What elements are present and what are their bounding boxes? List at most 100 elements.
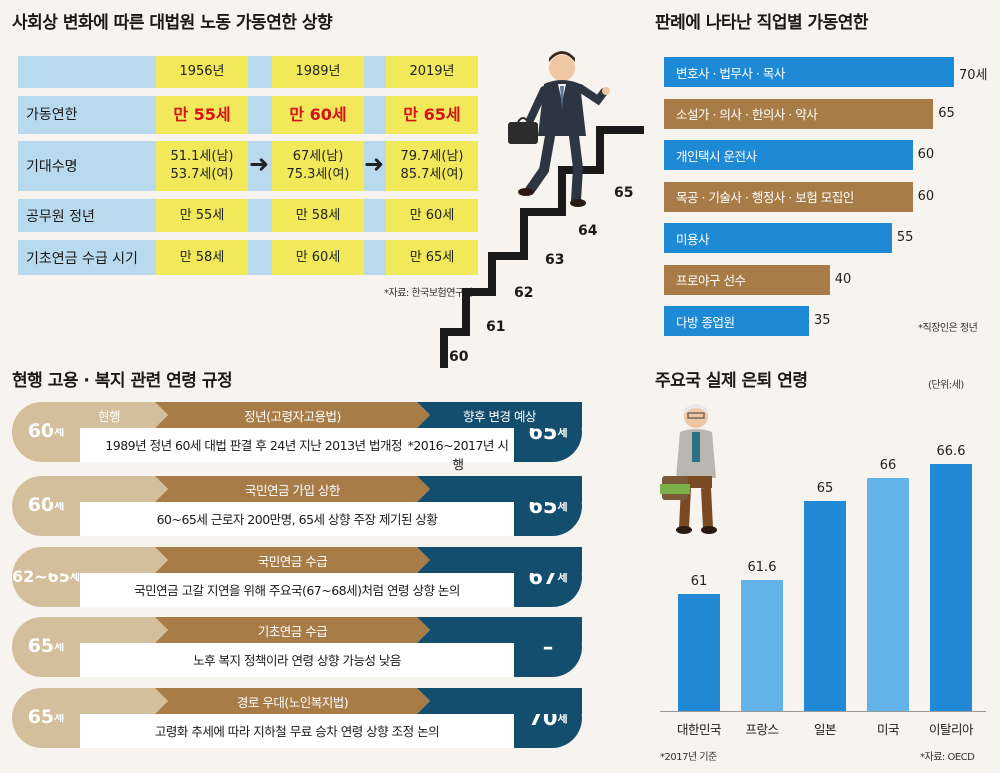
current-age-unit: 세 [54,711,65,725]
retirement-bar-value: 61 [690,574,708,590]
rule-label: 국민연금 수급 [155,547,430,573]
header-category: 정년(고령자고용법) [155,402,430,428]
cell-life-expectancy-1989: 67세(남) 75.3세(여) [272,141,364,191]
header-current: 현행 [50,402,168,428]
cell-basic-pension-1989: 만 60세 [272,240,364,275]
retirement-bar [678,594,720,711]
future-age-unit: 세 [557,426,568,439]
year-1989: 1989년 [272,56,364,88]
stairs-shape [440,126,644,368]
cell-line-male: 51.1세(남) [170,149,234,165]
step-label: 64 [578,223,598,239]
future-age-value: – [542,635,554,659]
current-age-value: 60 [27,420,55,443]
band-chevron-right [417,476,582,502]
businessman-icon [508,51,610,207]
current-age-unit: 세 [54,640,65,654]
occupation-bar: 소설가 · 의사 · 한의사 · 약사 [664,98,934,129]
retirement-bar [930,463,972,711]
rules-title: 현행 고용 · 복지 관련 연령 규정 [12,371,233,391]
cell-working-age-2019: 만 65세 [386,96,478,134]
occupation-note: *직장인은 정년 [918,323,978,334]
current-age-value: 65 [27,635,55,658]
retirement-bar-value: 66 [879,457,897,473]
rule-description: 1989년 정년 60세 대법 판결 후 24년 지난 2013년 법개정 [105,438,402,453]
rule-label: 경로 우대(노인복지법) [155,688,430,714]
retirement-bar-value: 65 [816,481,834,496]
current-age-badge: 60 세 [12,476,80,536]
current-age-unit: 세 [54,499,65,513]
step-label: 63 [545,252,565,268]
rule-description: 고령화 추세에 따라 지하철 무료 승차 연령 상향 조정 논의 [154,724,440,739]
step-label: 62 [514,285,534,301]
retirement-bar [804,501,846,711]
occupation-bar: 목공 · 기술사 · 행정사 · 보험 모집인 [664,181,913,212]
current-age-value: 65 [27,706,55,729]
rule-label: 국민연금 가입 상한 [155,476,430,502]
retirement-chart-title: 주요국 실제 은퇴 연령 [655,371,808,391]
current-age-unit: 세 [69,570,81,584]
step-label: 65 [614,185,634,201]
occupation-bar: 변호사 · 법무사 · 목사 [664,57,954,87]
cell-line-female: 75.3세(여) [286,167,350,182]
rule-description: 60~65세 근로자 200만명, 65세 상향 주장 제기된 상황 [156,512,438,527]
rule-band: 60 세 65 세 국민연금 가입 상한 60~65세 근로자 200만명, 65세 상향… [12,476,582,536]
cell-line-male: 67세(남) [292,149,344,165]
rule-band: 60 세 65 세 현행 정년(고령자고용법) 향후 변경 예상 1989년 정년 60세 대… [12,402,582,472]
row-label-civil-servant-retirement: 공무원 정년 [26,209,95,225]
occupation-bar-value: 65 [938,105,955,121]
retirement-bar-category: 대한민국 [676,722,722,737]
cell-working-age-1989: 만 60세 [272,96,364,134]
future-age-unit: 세 [557,500,568,513]
cell-basic-pension-2019: 만 65세 [386,240,478,275]
cell-line-female: 53.7세(여) [170,167,234,182]
cell-life-expectancy-1956: 51.1세(남) 53.7세(여) [156,141,248,191]
chart-baseline [660,711,986,712]
band-chevron-left [50,547,168,573]
arrow-icon: ➜ [249,150,270,178]
retirement-bar-category: 프랑스 [745,722,779,737]
arrow-icon: ➜ [364,150,385,178]
cell-working-age-1956: 만 55세 [156,96,248,134]
table-title: 사회상 변화에 따른 대법원 노동 가동연한 상향 [12,13,333,33]
retirement-bar-value: 61.6 [747,560,777,576]
future-age-unit: 세 [557,571,568,584]
rule-band: 65 세 – 기초연금 수급 노후 복지 정책이라 연령 상향 가능성 낮음 [12,617,582,677]
band-chevron-left [50,688,168,714]
occupation-bar-value: 60 [917,188,935,204]
row-label-working-age: 가동연한 [26,107,78,123]
retirement-bar [867,477,909,711]
stairs-illustration [440,51,644,368]
band-chevron-right [417,617,582,643]
year-1956: 1956년 [156,56,248,88]
step-label: 61 [486,319,506,335]
rule-label: 기초연금 수급 [155,617,430,643]
occupation-bar-value: 35 [814,313,831,328]
retirement-source: *자료: OECD [920,752,975,763]
retirement-bar-category: 이탈리아 [928,722,974,737]
header-future: 향후 변경 예상 [417,402,582,428]
elderly-man-icon [660,404,717,534]
retirement-bar [741,580,783,711]
occupation-bar: 미용사 [664,223,892,253]
retirement-bar-category: 일본 [813,722,837,737]
occupation-bar-value: 60 [917,147,935,162]
step-label: 60 [449,349,469,365]
retirement-bar-category: 미국 [876,722,900,737]
rule-band: 65 세 70 세 경로 우대(노인복지법) 고령화 추세에 따라 지하철 무료 승차 연… [12,688,582,748]
band-chevron-right [417,547,582,573]
rule-description: 국민연금 고갈 지연을 위해 주요국(67~68세)처럼 연령 상향 논의 [134,583,460,598]
cell-line-male: 79.7세(남) [400,149,464,165]
cell-civil-servant-1956: 만 55세 [156,199,248,232]
occupation-bar-value: 55 [896,230,914,245]
rule-band: 62~65 세 67 세 국민연금 수급 국민연금 고갈 지연을 위해 주요국(67~68… [12,547,582,607]
year-2019: 2019년 [386,56,478,88]
future-note: *2016~2017년 시행 [407,438,509,472]
current-age-value: 60 [27,494,55,517]
occupation-bar: 다방 종업원 [664,306,809,336]
cell-civil-servant-1989: 만 58세 [272,199,364,232]
cell-line-female: 85.7세(여) [400,167,464,182]
retirement-bar-value: 66.6 [936,443,966,459]
occupation-chart-title: 판례에 나타난 직업별 가동연한 [655,13,869,33]
table-source: *자료: 한국보험연구원 [384,288,473,299]
